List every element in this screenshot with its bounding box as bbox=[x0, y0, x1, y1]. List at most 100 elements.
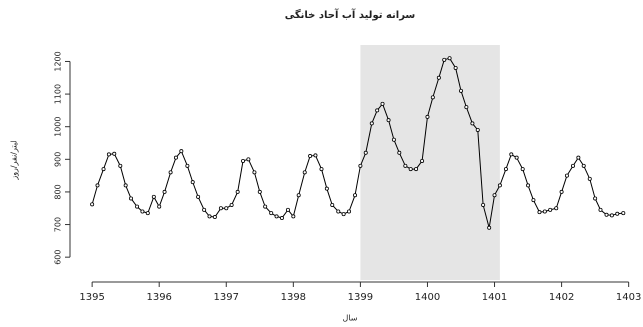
x-tick-label: 1396 bbox=[146, 292, 171, 303]
point bbox=[190, 180, 195, 185]
y-tick-label: 900 bbox=[54, 152, 63, 167]
point bbox=[564, 173, 569, 178]
point bbox=[408, 167, 413, 172]
point bbox=[269, 211, 274, 216]
y-tick-label: 700 bbox=[54, 217, 63, 232]
point bbox=[587, 176, 592, 181]
point bbox=[106, 152, 111, 157]
point bbox=[129, 196, 134, 201]
point bbox=[145, 211, 150, 216]
point bbox=[218, 206, 223, 211]
point bbox=[430, 95, 435, 100]
point bbox=[559, 189, 564, 194]
point bbox=[319, 167, 324, 172]
point bbox=[526, 183, 531, 188]
point bbox=[391, 137, 396, 142]
point bbox=[308, 154, 313, 159]
point bbox=[481, 202, 486, 207]
point bbox=[458, 88, 463, 93]
point bbox=[151, 194, 156, 199]
point bbox=[447, 56, 452, 61]
highlight-region bbox=[360, 45, 500, 280]
point bbox=[179, 149, 184, 154]
y-tick-label: 1200 bbox=[54, 51, 63, 71]
point bbox=[453, 65, 458, 70]
point bbox=[503, 167, 508, 172]
point bbox=[576, 155, 581, 160]
point bbox=[363, 150, 368, 155]
line bbox=[91, 57, 624, 228]
point bbox=[224, 206, 229, 211]
point bbox=[279, 216, 284, 221]
x-tick-label: 1399 bbox=[348, 292, 373, 303]
point bbox=[252, 170, 257, 175]
point bbox=[615, 211, 620, 216]
point bbox=[336, 209, 341, 214]
point bbox=[212, 215, 217, 220]
point bbox=[90, 202, 95, 207]
point bbox=[173, 155, 178, 160]
y-tick-label: 600 bbox=[54, 250, 63, 265]
point bbox=[235, 189, 240, 194]
x-tick-label: 1397 bbox=[214, 292, 239, 303]
point bbox=[414, 167, 419, 172]
point bbox=[514, 155, 519, 160]
point bbox=[285, 207, 290, 212]
point bbox=[380, 101, 385, 106]
point bbox=[420, 158, 425, 163]
point bbox=[324, 186, 329, 191]
y-tick-label: 800 bbox=[54, 184, 63, 199]
point bbox=[241, 158, 246, 163]
y-tick-label: 1000 bbox=[54, 117, 63, 137]
point bbox=[207, 214, 212, 219]
point bbox=[346, 209, 351, 214]
x-tick-label: 1401 bbox=[482, 292, 507, 303]
point bbox=[509, 152, 514, 157]
point bbox=[548, 207, 553, 212]
point bbox=[520, 167, 525, 172]
y-axis-label: لیتر/نفر/روز bbox=[10, 140, 19, 180]
point bbox=[531, 198, 536, 203]
point bbox=[537, 210, 542, 215]
point bbox=[263, 204, 268, 209]
point bbox=[341, 212, 346, 217]
point bbox=[397, 150, 402, 155]
point bbox=[135, 204, 140, 209]
point bbox=[554, 206, 559, 211]
point bbox=[358, 163, 363, 168]
point bbox=[542, 209, 547, 214]
point bbox=[257, 189, 262, 194]
point bbox=[229, 202, 234, 207]
point bbox=[475, 127, 480, 132]
x-axis-label: سال bbox=[343, 314, 358, 323]
point bbox=[604, 212, 609, 217]
point bbox=[487, 225, 492, 230]
point bbox=[246, 157, 251, 162]
point bbox=[101, 167, 106, 172]
point bbox=[497, 183, 502, 188]
point bbox=[375, 108, 380, 113]
point bbox=[123, 183, 128, 188]
point bbox=[403, 163, 408, 168]
point bbox=[369, 121, 374, 126]
point bbox=[425, 114, 430, 119]
x-tick-label: 1402 bbox=[549, 292, 574, 303]
point bbox=[570, 163, 575, 168]
point bbox=[436, 75, 441, 80]
point bbox=[621, 211, 626, 216]
point bbox=[140, 209, 145, 214]
point bbox=[609, 213, 614, 218]
point bbox=[162, 189, 167, 194]
x-tick-label: 1403 bbox=[616, 292, 641, 303]
point bbox=[464, 105, 469, 110]
point bbox=[470, 121, 475, 126]
point bbox=[442, 57, 447, 62]
point bbox=[386, 118, 391, 123]
point bbox=[353, 193, 358, 198]
point bbox=[95, 183, 100, 188]
x-tick-label: 1395 bbox=[79, 292, 104, 303]
y-tick-label: 1100 bbox=[54, 84, 63, 104]
x-tick-label: 1398 bbox=[281, 292, 306, 303]
point bbox=[291, 214, 296, 219]
